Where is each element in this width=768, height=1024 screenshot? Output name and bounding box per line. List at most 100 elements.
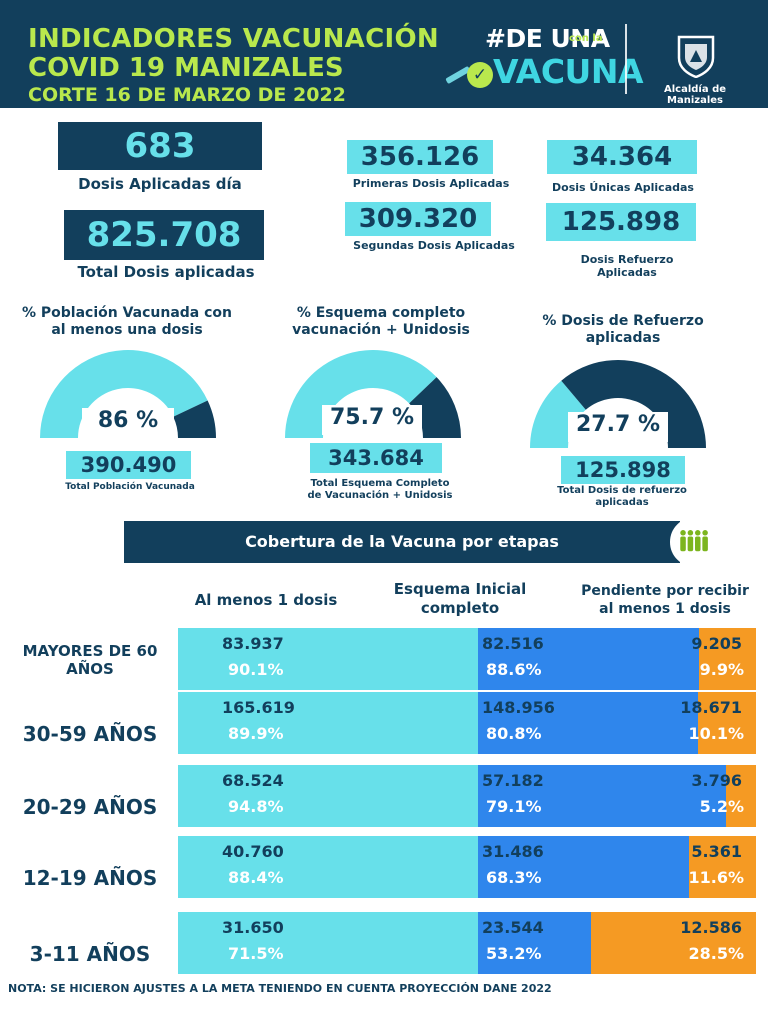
complete-count: 31.486 — [482, 842, 544, 861]
complete-count: 57.182 — [482, 771, 544, 790]
first-dose-count: 31.650 — [222, 918, 284, 937]
footnote: NOTA: SE HICIERON AJUSTES A LA META TENI… — [8, 982, 552, 995]
row-label: MAYORES DE 60 AÑOS — [10, 642, 170, 678]
bar-segment-complete — [478, 836, 689, 898]
kpi-dosis-dia-label: Dosis Aplicadas día — [78, 175, 242, 193]
pending-count: 18.671 — [680, 698, 742, 717]
first-dose-count: 83.937 — [222, 634, 284, 653]
pending-count: 12.586 — [680, 918, 742, 937]
first-dose-count: 40.760 — [222, 842, 284, 861]
pending-count: 3.796 — [691, 771, 742, 790]
gauge-1-pct: 86 % — [82, 408, 174, 438]
gauge-1 — [40, 349, 216, 438]
kpi-unicas-value: 34.364 — [547, 140, 697, 174]
pending-pct: 5.2% — [699, 797, 744, 816]
gauge-3-value: 125.898 — [561, 456, 685, 484]
kpi-primeras-value: 356.126 — [347, 140, 493, 174]
gauge-3-sub-1: Total Dosis de refuerzo — [557, 485, 687, 496]
first-dose-pct: 90.1% — [228, 660, 284, 679]
bar-segment-pending — [689, 836, 756, 898]
first-dose-count: 68.524 — [222, 771, 284, 790]
complete-pct: 88.6% — [486, 660, 542, 679]
first-dose-pct: 94.8% — [228, 797, 284, 816]
bar-segment-pending — [699, 628, 756, 690]
gauge-remaining-arc — [409, 377, 461, 438]
org-name: Alcaldía de Manizales — [663, 84, 727, 106]
bar-segment-first-dose — [178, 628, 480, 690]
gauge-2-title-1: % Esquema completo — [296, 305, 466, 321]
row-label: 30-59 AÑOS — [22, 722, 158, 746]
first-dose-count: 165.619 — [222, 698, 295, 717]
kpi-primeras-label: Primeras Dosis Aplicadas — [352, 177, 510, 190]
row-label: 20-29 AÑOS — [22, 795, 158, 819]
col-header-2-l2: completo — [420, 599, 500, 617]
title-line-1: INDICADORES VACUNACIÓN — [28, 24, 439, 54]
gauge-filled-arc — [40, 349, 208, 438]
pending-pct: 10.1% — [688, 724, 744, 743]
kpi-refuerzo-value: 125.898 — [546, 203, 696, 241]
gauge-3-pct: 27.7 % — [568, 412, 668, 442]
pending-count: 5.361 — [691, 842, 742, 861]
gauge-2-sub-1: Total Esquema Completo — [310, 478, 450, 489]
row-label: 12-19 AÑOS — [22, 866, 158, 890]
row-label-line-2: AÑOS — [66, 660, 114, 678]
campaign-hashtag: #DE UNA — [485, 24, 610, 53]
complete-count: 148.956 — [482, 698, 555, 717]
coverage-bar: 40.760 88.4% 31.486 68.3% 5.361 11.6% — [178, 836, 756, 898]
first-dose-pct: 71.5% — [228, 944, 284, 963]
col-header-3-l1: Pendiente por recibir — [581, 583, 749, 599]
complete-pct: 68.3% — [486, 868, 542, 887]
kpi-dosis-dia-value: 683 — [58, 122, 262, 170]
first-dose-pct: 89.9% — [228, 724, 284, 743]
bar-segment-pending — [698, 692, 756, 754]
shield-icon — [677, 35, 715, 78]
complete-pct: 79.1% — [486, 797, 542, 816]
kpi-total-dosis-label: Total Dosis aplicadas — [77, 263, 255, 281]
coverage-bar: 68.524 94.8% 57.182 79.1% 3.796 5.2% — [178, 765, 756, 827]
col-header-3-l2: al menos 1 dosis — [599, 601, 731, 617]
gauge-remaining-arc — [173, 400, 216, 438]
col-header-1: Al menos 1 dosis — [194, 591, 338, 609]
bar-segment-first-dose — [178, 765, 480, 827]
coverage-banner: Cobertura de la Vacuna por etapas — [124, 521, 680, 563]
gauge-filled-arc — [530, 380, 586, 448]
bar-segment-pending — [726, 765, 756, 827]
gauge-2-value: 343.684 — [310, 443, 442, 473]
complete-pct: 53.2% — [486, 944, 542, 963]
gauge-3-title-2: aplicadas — [585, 330, 661, 346]
gauge-3-sub-2: aplicadas — [595, 497, 649, 508]
gauge-1-sub: Total Población Vacunada — [65, 482, 195, 492]
gauge-1-title-2: al menos una dosis — [51, 322, 203, 338]
pending-pct: 11.6% — [688, 868, 744, 887]
campaign-logo: #DE UNA con la ✓ VACUNA — [445, 22, 644, 98]
people-icon — [670, 517, 720, 567]
coverage-bar: 31.650 71.5% 23.544 53.2% 12.586 28.5% — [178, 912, 756, 974]
row-label-line-1: MAYORES DE 60 — [22, 642, 158, 660]
check-icon: ✓ — [467, 62, 493, 88]
col-header-2-l1: Esquema Inicial — [393, 580, 527, 598]
complete-count: 82.516 — [482, 634, 544, 653]
bar-segment-complete — [478, 912, 591, 974]
gauge-remaining-arc — [561, 360, 706, 448]
campaign-con: con la — [569, 33, 603, 44]
kpi-total-dosis-value: 825.708 — [64, 210, 264, 260]
row-label: 3-11 AÑOS — [29, 942, 151, 966]
gauge-3 — [530, 360, 706, 448]
title-line-2: COVID 19 MANIZALES — [28, 53, 344, 83]
bar-segment-pending — [591, 912, 756, 974]
campaign-vacuna: VACUNA — [493, 52, 644, 91]
complete-pct: 80.8% — [486, 724, 542, 743]
kpi-refuerzo-label-1: Dosis Refuerzo — [580, 253, 674, 266]
coverage-bar: 83.937 90.1% 82.516 88.6% 9.205 9.9% — [178, 628, 756, 690]
gauge-3-title-1: % Dosis de Refuerzo — [542, 313, 704, 329]
bar-segment-first-dose — [178, 692, 480, 754]
bar-segment-first-dose — [178, 836, 480, 898]
gauge-2-title-2: vacunación + Unidosis — [292, 322, 470, 338]
bar-segment-complete — [478, 692, 698, 754]
bar-segment-complete — [478, 765, 726, 827]
pending-pct: 28.5% — [688, 944, 744, 963]
complete-count: 23.544 — [482, 918, 544, 937]
coverage-bar: 165.619 89.9% 148.956 80.8% 18.671 10.1% — [178, 692, 756, 754]
cutoff-date: CORTE 16 DE MARZO DE 2022 — [28, 84, 346, 106]
header-divider — [625, 24, 627, 94]
